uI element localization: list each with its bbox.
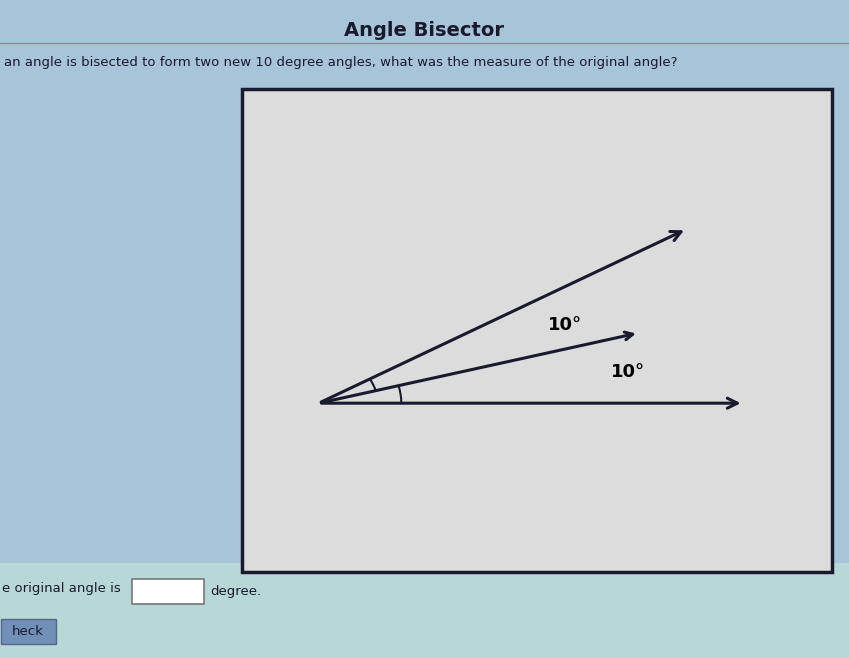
Bar — [242, 89, 832, 572]
Text: 10°: 10° — [548, 316, 582, 334]
Text: degree.: degree. — [211, 585, 261, 598]
Text: e original angle is: e original angle is — [2, 582, 121, 595]
Text: heck: heck — [12, 624, 44, 638]
Text: Angle Bisector: Angle Bisector — [345, 21, 504, 40]
Bar — [0, 563, 849, 658]
Text: an angle is bisected to form two new 10 degree angles, what was the measure of t: an angle is bisected to form two new 10 … — [4, 56, 678, 69]
Bar — [1, 619, 56, 644]
Text: 10°: 10° — [611, 363, 645, 380]
Bar — [132, 579, 204, 604]
